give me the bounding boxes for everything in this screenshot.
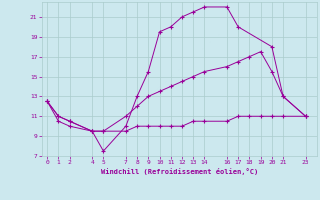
X-axis label: Windchill (Refroidissement éolien,°C): Windchill (Refroidissement éolien,°C)	[100, 168, 258, 175]
